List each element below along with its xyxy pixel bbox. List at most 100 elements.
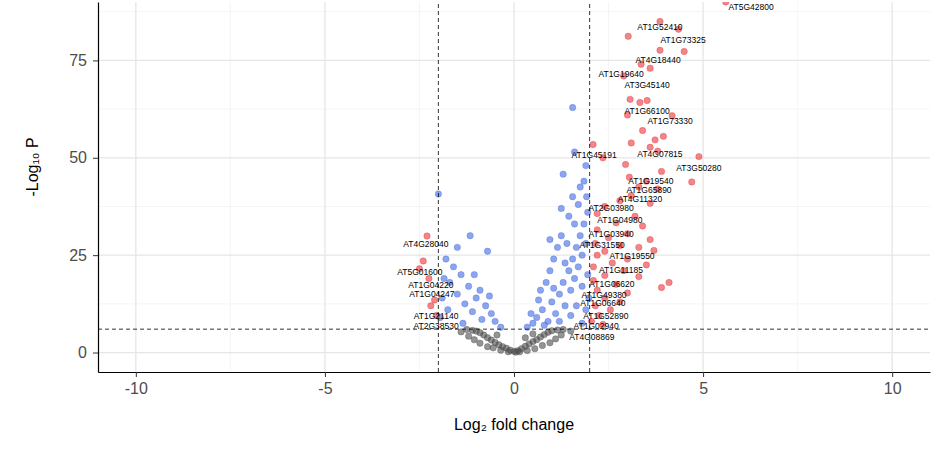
- point: [443, 256, 449, 262]
- point: [477, 340, 483, 346]
- point: [625, 33, 631, 39]
- gene-label: AT4G08869: [569, 332, 614, 342]
- point: [628, 140, 634, 146]
- series: [416, 2, 729, 328]
- point: [566, 213, 572, 219]
- point: [569, 256, 575, 262]
- point: [539, 306, 545, 312]
- point: [560, 171, 566, 177]
- point: [554, 244, 560, 250]
- point: [577, 232, 583, 238]
- point: [522, 335, 528, 341]
- point: [637, 99, 643, 105]
- point: [547, 340, 553, 346]
- gene-label: AT1G19550: [609, 251, 654, 261]
- gene-label: AT1G06620: [589, 279, 634, 289]
- point: [533, 314, 539, 320]
- point: [583, 194, 589, 200]
- tick: -10: [125, 372, 148, 397]
- point: [681, 48, 687, 54]
- point: [590, 141, 596, 147]
- point: [547, 236, 553, 242]
- point: [583, 162, 589, 168]
- tick-mark: [93, 60, 98, 61]
- gene-label: AT1G73330: [648, 116, 693, 126]
- series: [458, 326, 574, 355]
- point: [571, 221, 577, 227]
- tick-mark: [892, 372, 893, 377]
- point: [460, 320, 466, 326]
- tick-mark: [514, 372, 515, 377]
- point: [552, 336, 558, 342]
- point: [505, 349, 511, 355]
- point: [535, 297, 541, 303]
- point: [658, 168, 664, 174]
- point: [575, 201, 581, 207]
- point: [558, 205, 564, 211]
- tick: 0: [78, 344, 98, 361]
- tick: -5: [318, 372, 332, 397]
- gene-label: AT4G28040: [403, 239, 448, 249]
- point: [549, 328, 555, 334]
- point: [492, 318, 498, 324]
- point: [558, 332, 564, 338]
- point: [556, 291, 562, 297]
- point: [636, 244, 642, 250]
- point: [579, 283, 585, 289]
- point: [547, 268, 553, 274]
- point: [579, 252, 585, 258]
- point: [622, 161, 628, 167]
- gene-labels: AT5G42800AT1G52410AT1G73325AT4G18440AT1G…: [397, 2, 774, 342]
- point: [532, 345, 538, 351]
- point: [658, 284, 664, 290]
- point: [528, 310, 534, 316]
- point: [454, 291, 460, 297]
- gene-label: AT2G38530: [413, 321, 458, 331]
- point: [498, 347, 504, 353]
- grid-line: [892, 2, 893, 372]
- point: [549, 299, 555, 305]
- point: [581, 178, 587, 184]
- tick-label: 5: [699, 380, 708, 397]
- grid-line: [702, 2, 703, 372]
- point: [450, 264, 456, 270]
- grid-line: [513, 2, 514, 372]
- tick-mark: [325, 372, 326, 377]
- point: [696, 153, 702, 159]
- grid-line: [98, 60, 930, 61]
- point: [569, 104, 575, 110]
- tick: 5: [699, 372, 708, 397]
- point: [469, 308, 475, 314]
- gene-label: AT1G45191: [572, 150, 617, 160]
- gene-label: AT4G07815: [637, 149, 682, 159]
- tick-mark: [93, 255, 98, 256]
- tick-label: -5: [318, 380, 332, 397]
- point: [465, 283, 471, 289]
- point: [454, 244, 460, 250]
- point: [639, 127, 645, 133]
- point: [689, 179, 695, 185]
- point: [569, 194, 575, 200]
- tick-label: 0: [78, 344, 87, 361]
- point: [627, 96, 633, 102]
- point: [530, 331, 536, 337]
- point: [482, 303, 488, 309]
- point: [552, 310, 558, 316]
- point: [458, 271, 464, 277]
- point: [513, 349, 519, 355]
- thresholds: [98, 2, 930, 372]
- point: [469, 327, 475, 333]
- gene-label: AT1G73325: [660, 35, 705, 45]
- grid-line: [324, 2, 325, 372]
- point: [560, 279, 566, 285]
- point: [551, 285, 557, 291]
- minor-grid-line: [797, 2, 798, 372]
- point: [562, 260, 568, 266]
- gene-label: AT4G18440: [635, 55, 680, 65]
- point: [652, 137, 658, 143]
- tick: 50: [69, 149, 98, 166]
- point: [494, 332, 500, 338]
- point: [458, 329, 464, 335]
- point: [643, 262, 649, 268]
- gene-label: AT1G52890: [583, 311, 628, 321]
